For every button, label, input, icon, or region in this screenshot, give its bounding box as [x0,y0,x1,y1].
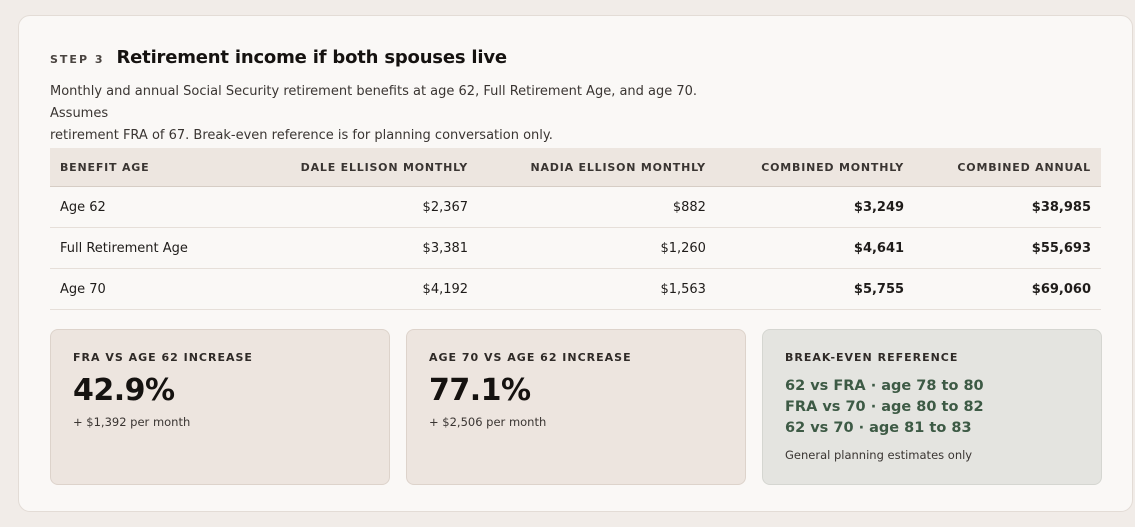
cell-benefit-age: Age 62 [50,186,250,228]
cell-combined-annual: $55,693 [914,227,1101,269]
column-header-nadia-monthly: NADIA ELLISON MONTHLY [478,148,716,187]
step-label: STEP 3 [50,53,105,66]
cell-combined-annual: $38,985 [914,186,1101,228]
age70-increase-value: 77.1% [429,373,531,408]
table-header-row: BENEFIT AGE DALE ELLISON MONTHLY NADIA E… [50,148,1101,187]
table-row: Age 62 $2,367 $882 $3,249 $38,985 [50,186,1101,228]
fra-increase-card: FRA VS AGE 62 INCREASE 42.9% + $1,392 pe… [50,329,390,485]
breakeven-card: BREAK-EVEN REFERENCE 62 vs FRA · age 78 … [762,329,1102,485]
description-line-1: Monthly and annual Social Security retir… [50,84,698,121]
breakeven-list: 62 vs FRA · age 78 to 80 FRA vs 70 · age… [785,376,1079,439]
section-title: Retirement income if both spouses live [116,47,508,68]
breakeven-label: BREAK-EVEN REFERENCE [785,351,959,364]
table-row: Full Retirement Age $3,381 $1,260 $4,641… [50,227,1101,269]
fra-increase-note: + $1,392 per month [73,415,191,429]
cell-dale-monthly: $3,381 [250,227,479,269]
fra-increase-label: FRA VS AGE 62 INCREASE [73,351,253,364]
cell-combined-annual: $69,060 [914,268,1101,310]
benefits-table: BENEFIT AGE DALE ELLISON MONTHLY NADIA E… [50,148,1101,310]
cell-dale-monthly: $4,192 [250,268,479,310]
breakeven-note: General planning estimates only [785,448,973,462]
cell-benefit-age: Age 70 [50,268,250,310]
column-header-benefit-age: BENEFIT AGE [50,148,250,187]
cell-combined-monthly: $4,641 [715,227,915,269]
table-row: Age 70 $4,192 $1,563 $5,755 $69,060 [50,268,1101,310]
cell-nadia-monthly: $1,563 [478,268,716,310]
column-header-dale-monthly: DALE ELLISON MONTHLY [250,148,479,187]
retirement-income-card: STEP 3 Retirement income if both spouses… [18,15,1133,512]
age70-increase-label: AGE 70 VS AGE 62 INCREASE [429,351,632,364]
column-header-combined-monthly: COMBINED MONTHLY [715,148,915,187]
breakeven-line-fra-vs-70: FRA vs 70 · age 80 to 82 [785,399,984,415]
breakeven-line-62-vs-fra: 62 vs FRA · age 78 to 80 [785,378,984,394]
description-line-2: retirement FRA of 67. Break-even referen… [50,128,553,143]
age70-increase-card: AGE 70 VS AGE 62 INCREASE 77.1% + $2,506… [406,329,746,485]
cell-combined-monthly: $5,755 [715,268,915,310]
cell-combined-monthly: $3,249 [715,186,915,228]
breakeven-line-62-vs-70: 62 vs 70 · age 81 to 83 [785,420,972,436]
section-description: Monthly and annual Social Security retir… [50,81,750,147]
cell-benefit-age: Full Retirement Age [50,227,250,269]
age70-increase-note: + $2,506 per month [429,415,547,429]
cell-nadia-monthly: $882 [478,186,716,228]
cell-nadia-monthly: $1,260 [478,227,716,269]
cell-dale-monthly: $2,367 [250,186,479,228]
column-header-combined-annual: COMBINED ANNUAL [914,148,1101,187]
fra-increase-value: 42.9% [73,373,175,408]
section-header: STEP 3 Retirement income if both spouses… [50,47,507,68]
